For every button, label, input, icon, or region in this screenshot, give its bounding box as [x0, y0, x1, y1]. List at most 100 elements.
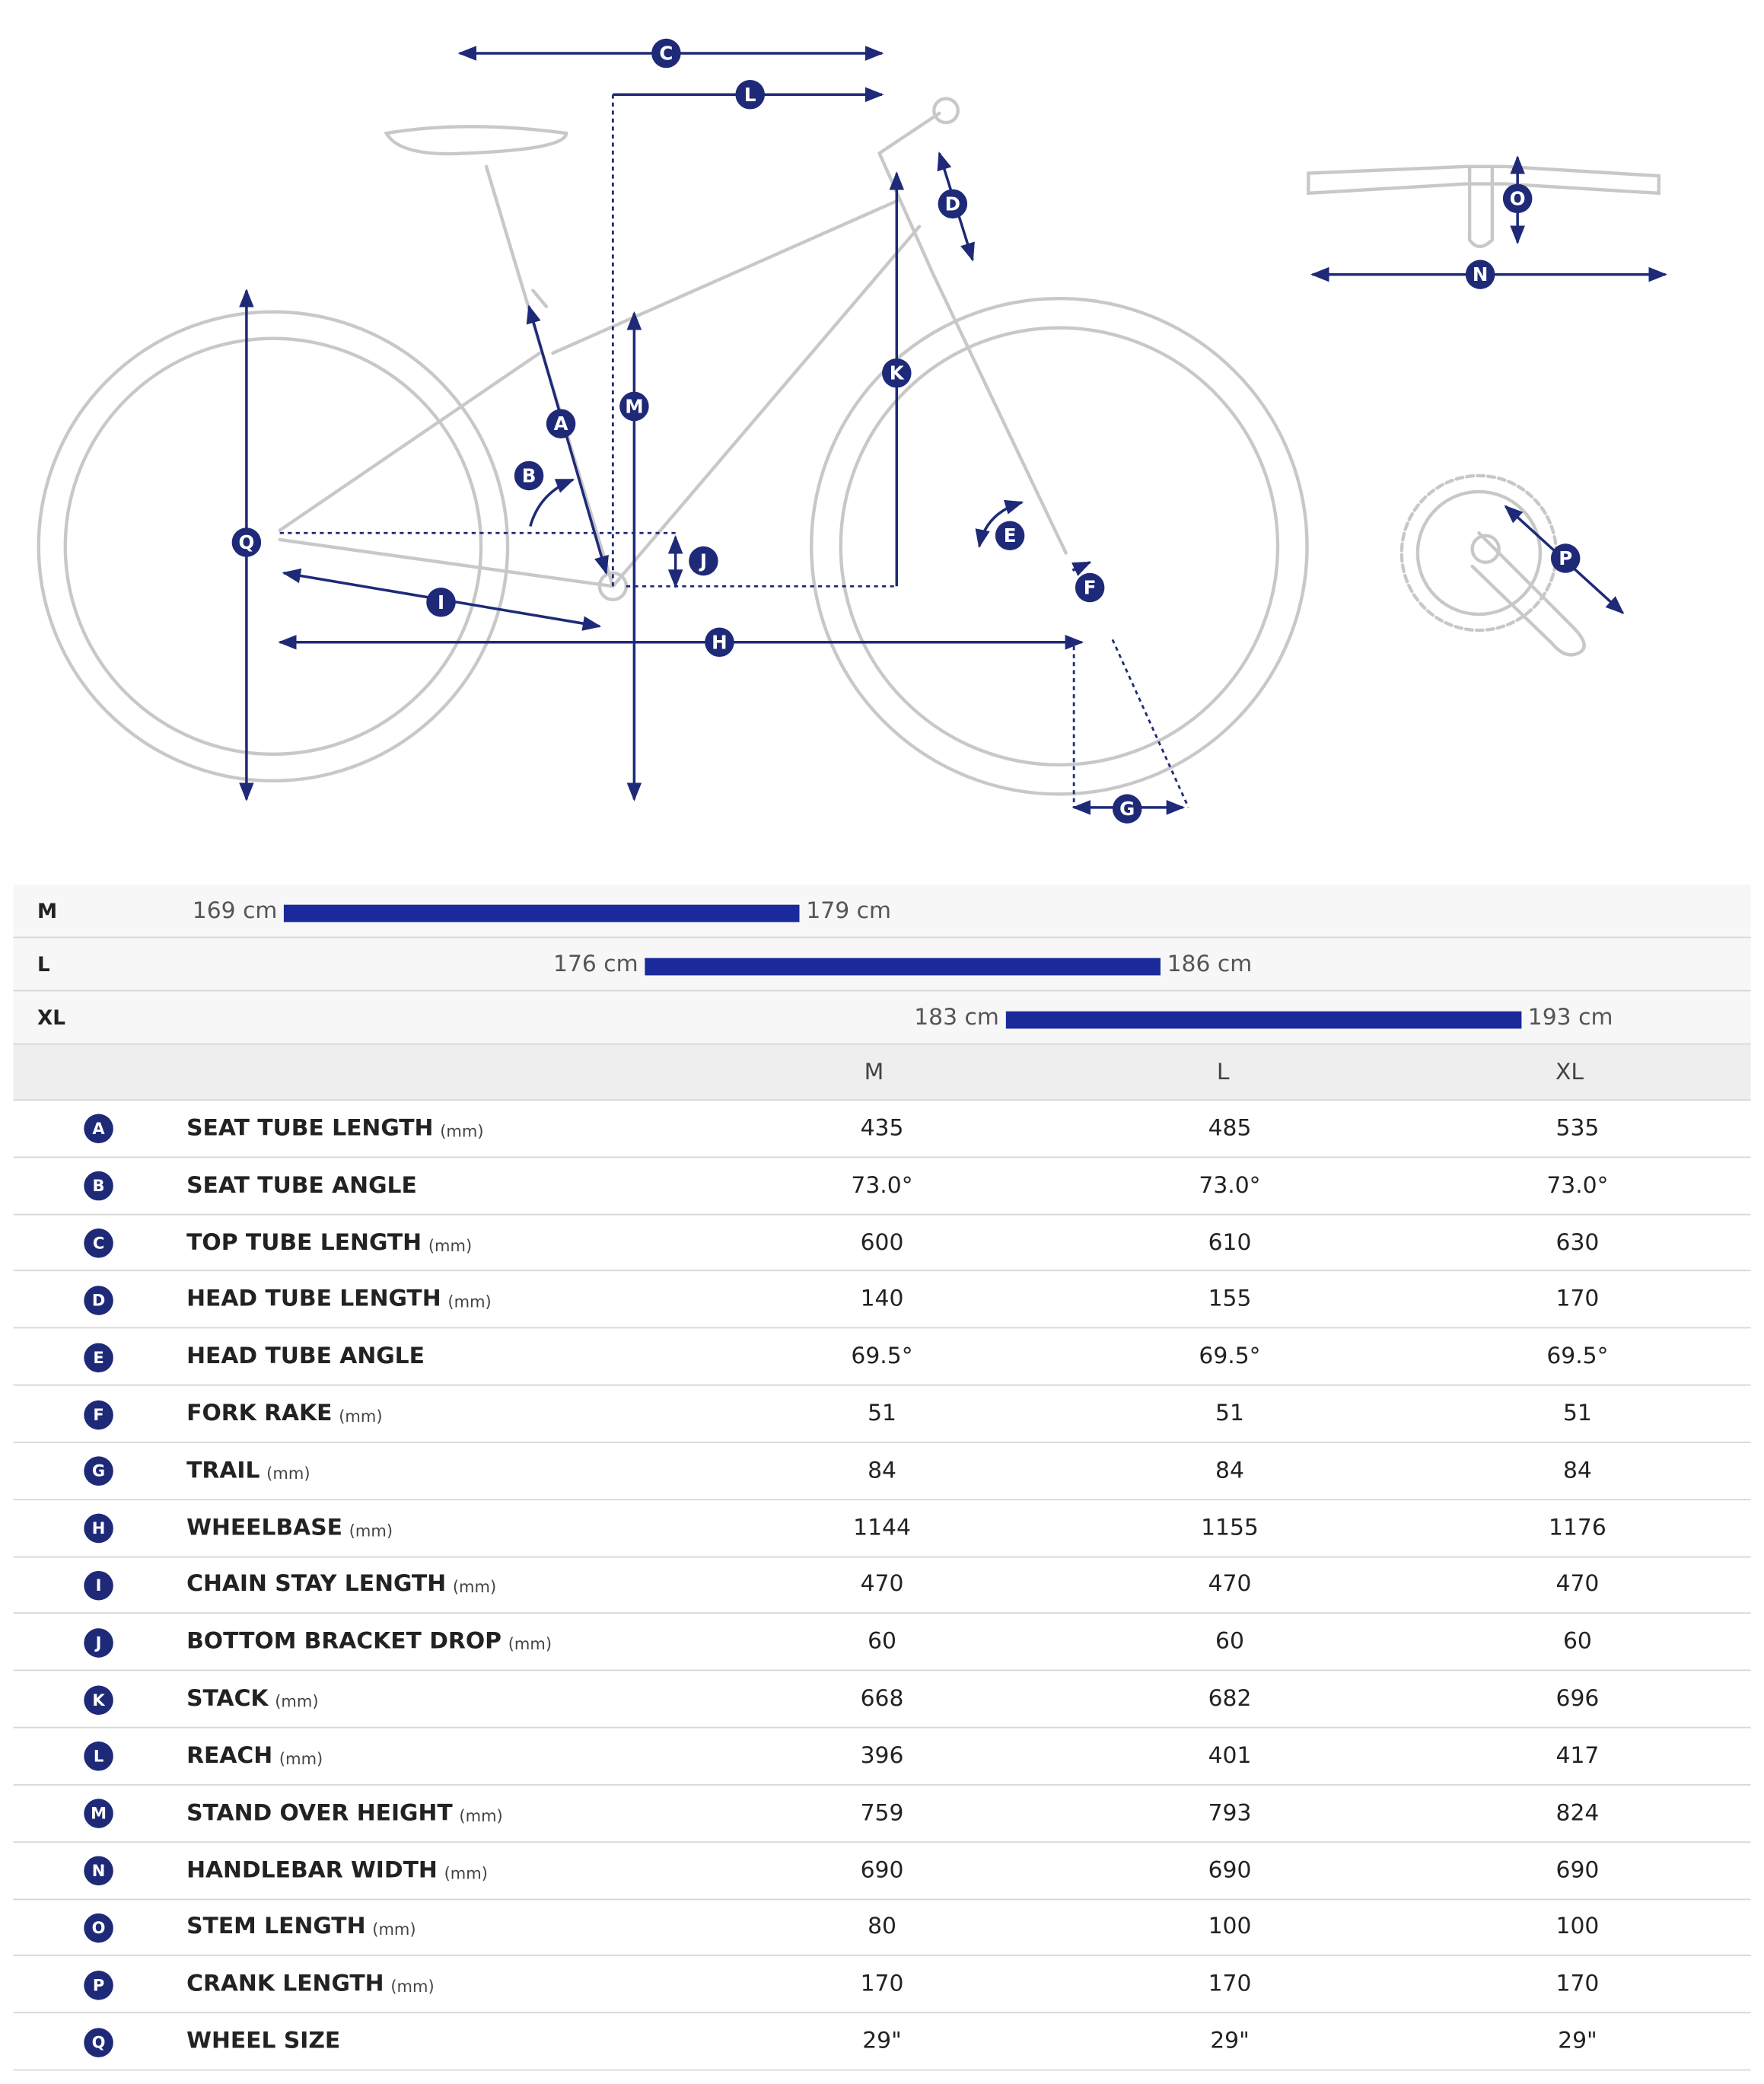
table-row: E HEAD TUBE ANGLE 69.5° 69.5° 69.5° [13, 1329, 1751, 1386]
table-row: G TRAIL (mm) 84 84 84 [13, 1443, 1751, 1500]
row-label: BOTTOM BRACKET DROP (mm) [186, 1614, 552, 1670]
cell-value: 100 [1555, 1914, 1600, 1941]
row-name: TRAIL [186, 1457, 260, 1484]
row-unit: (mm) [390, 1977, 435, 1996]
cell-value: 155 [1208, 1286, 1252, 1313]
row-letter: G [84, 1457, 113, 1487]
row-letter: J [84, 1627, 113, 1658]
cell-value: 435 [860, 1115, 904, 1142]
row-label: WHEELBASE (mm) [186, 1500, 393, 1556]
cell-value: 69.5° [1546, 1343, 1609, 1370]
row-label: REACH (mm) [186, 1729, 323, 1784]
row-letter: I [84, 1570, 113, 1601]
row-name: WHEEL SIZE [186, 2028, 341, 2055]
size-range-row: M 169 cm 179 cm [13, 884, 1751, 938]
row-label: CHAIN STAY LENGTH (mm) [186, 1557, 496, 1613]
cell-value: 401 [1208, 1742, 1252, 1770]
row-letter: F [84, 1400, 113, 1429]
cell-value: 84 [868, 1457, 896, 1484]
cell-value: 80 [868, 1914, 896, 1941]
row-label: STACK (mm) [186, 1671, 318, 1727]
cell-value: 29" [1210, 2028, 1250, 2055]
dim-label: B [522, 464, 537, 486]
cell-value: 470 [860, 1571, 904, 1598]
dim-label: J [699, 550, 707, 572]
cell-value: 69.5° [851, 1343, 913, 1370]
row-letter: K [84, 1684, 113, 1715]
row-letter: H [84, 1513, 113, 1544]
table-row: A SEAT TUBE LENGTH (mm) 435 485 535 [13, 1101, 1751, 1158]
row-letter: N [84, 1856, 113, 1886]
row-letter: B [84, 1171, 113, 1201]
column-header: XL [1555, 1058, 1584, 1085]
range-bar [645, 958, 1161, 976]
cell-value: 1176 [1549, 1514, 1606, 1541]
cell-value: 682 [1208, 1685, 1252, 1713]
cell-value: 535 [1555, 1115, 1600, 1142]
cell-value: 690 [1208, 1856, 1252, 1884]
dim-label: M [625, 395, 643, 417]
row-label: WHEEL SIZE [186, 2013, 340, 2069]
cell-value: 170 [860, 1971, 904, 1998]
row-label: HEAD TUBE LENGTH (mm) [186, 1272, 492, 1327]
row-label: TOP TUBE LENGTH (mm) [186, 1215, 472, 1270]
column-header: L [1216, 1058, 1230, 1085]
size-label: M [37, 898, 58, 923]
cell-value: 51 [1562, 1400, 1592, 1427]
row-unit: (mm) [447, 1292, 492, 1312]
row-letter: Q [84, 2027, 113, 2057]
row-name: WHEELBASE [186, 1514, 342, 1541]
dim-label: H [712, 631, 728, 653]
cell-value: 60 [1215, 1628, 1244, 1655]
dim-label: O [1510, 187, 1526, 209]
dim-label: C [659, 43, 673, 65]
row-unit: (mm) [339, 1407, 383, 1426]
row-name: SEAT TUBE ANGLE [186, 1172, 417, 1200]
dim-label: N [1473, 263, 1489, 285]
row-letter: O [84, 1913, 113, 1943]
cell-value: 668 [860, 1685, 904, 1713]
row-name: BOTTOM BRACKET DROP [186, 1628, 501, 1655]
table-row: N HANDLEBAR WIDTH (mm) 690 690 690 [13, 1843, 1751, 1900]
row-name: TOP TUBE LENGTH [186, 1229, 422, 1257]
table-header: M L XL [13, 1044, 1751, 1101]
table-row: O STEM LENGTH (mm) 80 100 100 [13, 1900, 1751, 1957]
cell-value: 29" [862, 2028, 902, 2055]
dimension-labels: A B C D E F G H I J K L M N O P Q [231, 38, 1581, 824]
table-row: K STACK (mm) 668 682 696 [13, 1671, 1751, 1729]
cell-value: 690 [860, 1856, 904, 1884]
cell-value: 1155 [1201, 1514, 1259, 1541]
table-row: B SEAT TUBE ANGLE 73.0° 73.0° 73.0° [13, 1158, 1751, 1215]
row-label: HEAD TUBE ANGLE [186, 1329, 425, 1385]
row-label: CRANK LENGTH (mm) [186, 1956, 435, 2012]
row-label: SEAT TUBE LENGTH (mm) [186, 1101, 483, 1156]
row-label: HANDLEBAR WIDTH (mm) [186, 1843, 488, 1898]
bike-diagram: A B C D E F G H I J K L M N O P Q [37, 38, 1667, 824]
cell-value: 1144 [853, 1514, 911, 1541]
row-unit: (mm) [440, 1121, 484, 1141]
row-unit: (mm) [452, 1578, 497, 1598]
table-row: I CHAIN STAY LENGTH (mm) 470 470 470 [13, 1557, 1751, 1614]
cell-value: 417 [1555, 1742, 1600, 1770]
row-letter: M [84, 1799, 113, 1829]
cell-value: 696 [1555, 1685, 1600, 1713]
cell-value: 170 [1555, 1286, 1600, 1313]
row-unit: (mm) [444, 1863, 488, 1882]
row-unit: (mm) [508, 1635, 552, 1655]
cell-value: 485 [1208, 1115, 1252, 1142]
cell-value: 470 [1555, 1571, 1600, 1598]
dim-label: F [1084, 577, 1097, 599]
dim-label: G [1119, 798, 1135, 820]
row-unit: (mm) [428, 1235, 473, 1255]
size-label: XL [37, 1005, 66, 1030]
row-label: FORK RAKE (mm) [186, 1386, 382, 1442]
row-letter: L [84, 1741, 113, 1772]
row-letter: P [84, 1970, 113, 2000]
cell-value: 84 [1562, 1457, 1592, 1484]
dim-label: P [1559, 547, 1572, 569]
range-min-label: 176 cm [553, 951, 638, 978]
size-label: L [37, 951, 50, 977]
cell-value: 170 [1555, 1971, 1600, 1998]
